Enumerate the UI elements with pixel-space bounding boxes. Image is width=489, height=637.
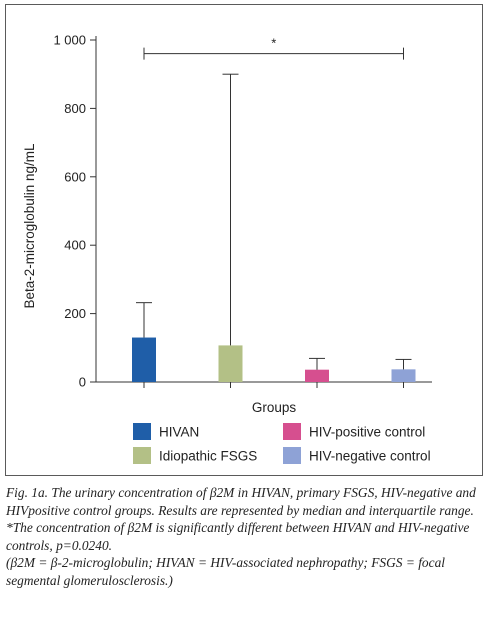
chart-axes: 0 200 400 600 800 1 000: [53, 33, 432, 390]
caption-abbreviations: (β2M = β-2-microglobulin; HIVAN = HIV-as…: [6, 555, 445, 588]
legend-swatch-1: [283, 423, 301, 440]
bar-3: [391, 369, 416, 382]
caption-main: Fig. 1a. The urinary concentration of β2…: [6, 485, 476, 518]
chart-bars: [132, 337, 416, 382]
legend-label-0: HIVAN: [159, 425, 199, 440]
y-axis-title: Beta-2-microglobulin ng/mL: [22, 143, 37, 309]
figure-frame: [5, 4, 483, 476]
figure-caption: Fig. 1a. The urinary concentration of β2…: [6, 484, 484, 590]
y-tick-label: 600: [64, 169, 86, 184]
legend-swatch-0: [133, 423, 151, 440]
chart-error-bars: [136, 73, 412, 370]
significance-marker: *: [271, 36, 276, 51]
bar-chart: 0 200 400 600 800 1 000 * Beta-2-microglobuli…: [22, 33, 432, 464]
y-tick-label: 0: [79, 375, 86, 390]
significance-bracket: *: [143, 36, 404, 60]
y-tick-label: 400: [64, 238, 86, 253]
legend-swatch-2: [133, 447, 151, 464]
y-tick-label: 200: [64, 306, 86, 321]
bar-2: [305, 369, 329, 382]
bar-1: [218, 345, 243, 382]
y-tick-label: 1 000: [53, 33, 86, 48]
caption-significance-note: *The concentration of β2M is significant…: [6, 520, 470, 553]
legend-label-1: HIV-positive control: [309, 425, 425, 440]
legend-label-2: Idiopathic FSGS: [159, 449, 257, 464]
x-axis-title: Groups: [252, 400, 297, 415]
y-tick-label: 800: [64, 101, 86, 116]
bar-0: [132, 337, 156, 382]
legend-swatch-3: [283, 447, 301, 464]
chart-legend: HIVAN HIV-positive control Idiopathic FSGS…: [133, 423, 431, 464]
legend-label-3: HIV-negative control: [309, 449, 431, 464]
